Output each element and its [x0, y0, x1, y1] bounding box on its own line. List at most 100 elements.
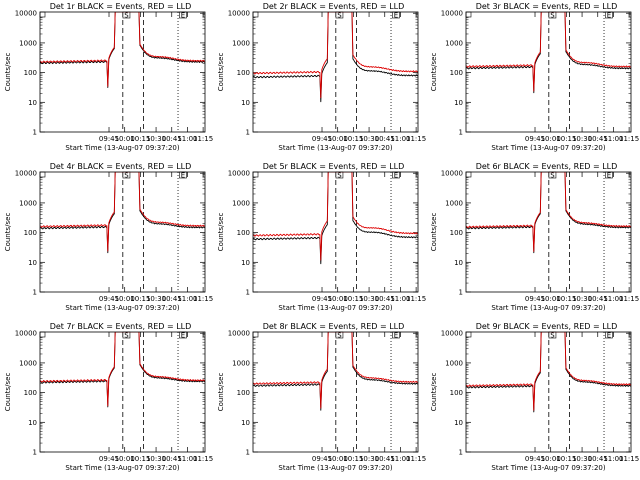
lld-series-line — [40, 332, 205, 407]
x-tick-label: 10:15 — [556, 135, 576, 143]
chart-svg: Det 8r BLACK = Events, RED = LLD 1 10 100 10… — [217, 322, 426, 472]
x-tick-label: 11:00 — [390, 295, 410, 303]
y-axis-label: Counts/sec — [217, 373, 225, 412]
x-tick-label: 11:00 — [603, 455, 623, 463]
chart-svg: Det 9r BLACK = Events, RED = LLD 1 10 100 10… — [430, 322, 639, 472]
events-series-line — [466, 332, 631, 413]
detector-panel: Det 8r BLACK = Events, RED = LLD 1 10 100 10… — [213, 320, 426, 480]
y-tick-label: 100 — [237, 389, 250, 397]
chart-title: Det 7r BLACK = Events, RED = LLD — [50, 322, 192, 331]
x-tick-label: 11:00 — [603, 295, 623, 303]
x-tick-label: 10:15 — [343, 455, 363, 463]
x-tick-label: 11:15 — [406, 135, 426, 143]
y-tick-label: 10000 — [441, 170, 463, 178]
plot-frame — [252, 331, 419, 453]
lld-series-line — [466, 172, 631, 252]
events-series-line — [40, 332, 205, 408]
y-tick-label: 1000 — [232, 39, 250, 47]
x-tick-label: 11:00 — [390, 455, 410, 463]
x-tick-label: 10:45 — [588, 135, 608, 143]
events-series-line — [253, 12, 418, 103]
lld-series-line — [253, 172, 418, 261]
marker-box — [465, 331, 472, 338]
plot-frame — [252, 11, 419, 133]
x-tick-label: 10:30 — [359, 455, 379, 463]
plot-frame — [39, 11, 206, 133]
x-tick-label: 10:45 — [375, 455, 395, 463]
marker-box-label: E — [181, 171, 185, 179]
y-tick-label: 100 — [450, 389, 463, 397]
marker-box — [465, 171, 472, 178]
x-tick-label: 09:45 — [99, 295, 119, 303]
x-tick-label: 10:00 — [328, 135, 348, 143]
lld-series-line — [253, 12, 418, 99]
y-tick-label: 10 — [454, 259, 463, 267]
x-tick-label: 10:15 — [343, 135, 363, 143]
y-axis-label: Counts/sec — [430, 53, 438, 92]
x-tick-label: 09:45 — [312, 135, 332, 143]
x-tick-label: 10:15 — [556, 295, 576, 303]
marker-box — [39, 171, 46, 178]
marker-box-label: E — [607, 171, 611, 179]
x-tick-label: 10:30 — [572, 295, 592, 303]
x-tick-label: 11:15 — [406, 295, 426, 303]
lld-series-line — [253, 332, 418, 409]
x-tick-label: 10:00 — [541, 135, 561, 143]
x-tick-label: 09:45 — [99, 135, 119, 143]
marker-box-label: E — [607, 331, 611, 339]
x-tick-label: 09:45 — [525, 455, 545, 463]
plot-frame — [39, 171, 206, 293]
y-tick-label: 10 — [241, 419, 250, 427]
x-tick-label: 10:30 — [146, 295, 166, 303]
x-tick-label: 10:30 — [359, 295, 379, 303]
x-tick-label: 10:00 — [328, 455, 348, 463]
x-tick-label: 10:00 — [115, 135, 135, 143]
chart-svg: Det 4r BLACK = Events, RED = LLD 1 10 100 10… — [4, 162, 213, 312]
y-tick-label: 10 — [241, 259, 250, 267]
y-tick-label: 10 — [28, 419, 37, 427]
detector-panel: Det 1r BLACK = Events, RED = LLD 1 10 100 10… — [0, 0, 213, 160]
x-tick-label: 11:15 — [619, 295, 639, 303]
chart-svg: Det 3r BLACK = Events, RED = LLD 1 10 100 10… — [430, 2, 639, 152]
marker-box-label: E — [394, 171, 398, 179]
chart-svg: Det 5r BLACK = Events, RED = LLD 1 10 100 10… — [217, 162, 426, 312]
x-tick-label: 11:15 — [193, 135, 213, 143]
x-axis-label: Start Time (13-Aug-07 09:37:20) — [65, 464, 179, 472]
plot-frame — [465, 171, 632, 293]
plot-frame — [465, 11, 632, 133]
lld-series-line — [40, 12, 205, 87]
y-tick-label: 1 — [459, 129, 463, 137]
x-tick-label: 10:45 — [162, 135, 182, 143]
marker-box — [39, 331, 46, 338]
chart-title: Det 2r BLACK = Events, RED = LLD — [263, 2, 405, 11]
x-axis-label: Start Time (13-Aug-07 09:37:20) — [278, 144, 392, 152]
y-tick-label: 10000 — [228, 330, 250, 338]
x-tick-label: 10:00 — [115, 455, 135, 463]
x-tick-label: 10:30 — [572, 455, 592, 463]
y-tick-label: 1000 — [19, 39, 37, 47]
chart-title: Det 3r BLACK = Events, RED = LLD — [476, 2, 618, 11]
x-tick-label: 10:00 — [328, 295, 348, 303]
x-axis-label: Start Time (13-Aug-07 09:37:20) — [65, 304, 179, 312]
x-axis-label: Start Time (13-Aug-07 09:37:20) — [491, 304, 605, 312]
chart-title: Det 1r BLACK = Events, RED = LLD — [50, 2, 192, 11]
x-tick-label: 10:00 — [115, 295, 135, 303]
y-tick-label: 1000 — [445, 359, 463, 367]
y-tick-label: 100 — [24, 229, 37, 237]
x-tick-label: 10:15 — [130, 295, 150, 303]
events-series-line — [466, 172, 631, 254]
events-series-line — [40, 172, 205, 254]
x-tick-label: 10:15 — [130, 135, 150, 143]
x-tick-label: 10:15 — [343, 295, 363, 303]
x-tick-label: 10:30 — [146, 135, 166, 143]
chart-svg: Det 6r BLACK = Events, RED = LLD 1 10 100 10… — [430, 162, 639, 312]
x-tick-label: 10:30 — [572, 135, 592, 143]
y-tick-label: 10000 — [441, 10, 463, 18]
y-tick-label: 1 — [33, 289, 37, 297]
y-axis-label: Counts/sec — [4, 53, 12, 92]
y-tick-label: 100 — [237, 229, 250, 237]
y-tick-label: 1000 — [232, 199, 250, 207]
y-axis-label: Counts/sec — [430, 213, 438, 252]
x-tick-label: 09:45 — [99, 455, 119, 463]
